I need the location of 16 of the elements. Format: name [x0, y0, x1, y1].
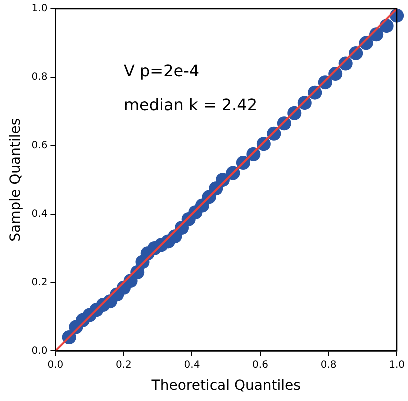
- y-tick-label: 0.8: [32, 72, 48, 84]
- y-tick-label: 0.0: [32, 346, 48, 357]
- annotation: V p=2e-4: [124, 61, 200, 80]
- x-tick-label: 0.4: [184, 360, 200, 371]
- y-axis-title: Sample Quantiles: [8, 118, 24, 242]
- y-tick-label: 0.2: [32, 277, 48, 288]
- x-axis-title: Theoretical Quantiles: [150, 378, 301, 394]
- x-tick-label: 0.0: [48, 360, 64, 371]
- y-tick-label: 0.6: [32, 140, 48, 152]
- x-tick-label: 0.2: [116, 360, 132, 371]
- x-tick-label: 1.0: [389, 360, 405, 371]
- y-tick-label: 0.4: [32, 208, 48, 220]
- annotation: median k = 2.42: [124, 96, 258, 115]
- x-tick-label: 0.6: [252, 360, 268, 371]
- y-tick-label: 1.0: [32, 4, 48, 15]
- x-tick-label: 0.8: [320, 360, 337, 371]
